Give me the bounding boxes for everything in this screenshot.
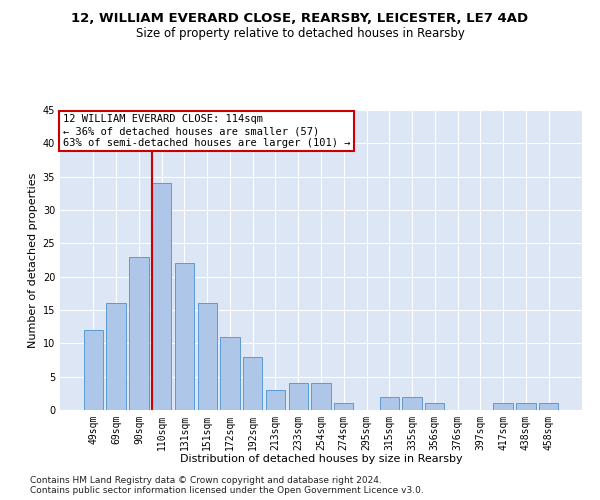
Bar [197, 304, 217, 410]
Bar [380, 396, 399, 410]
Bar [311, 384, 331, 410]
X-axis label: Distribution of detached houses by size in Rearsby: Distribution of detached houses by size … [179, 454, 463, 464]
Bar [129, 256, 149, 410]
Bar [266, 390, 285, 410]
Bar [334, 404, 353, 410]
Text: 12, WILLIAM EVERARD CLOSE, REARSBY, LEICESTER, LE7 4AD: 12, WILLIAM EVERARD CLOSE, REARSBY, LEIC… [71, 12, 529, 26]
Bar [539, 404, 558, 410]
Text: Contains public sector information licensed under the Open Government Licence v3: Contains public sector information licen… [30, 486, 424, 495]
Bar [289, 384, 308, 410]
Bar [152, 184, 172, 410]
Bar [425, 404, 445, 410]
Bar [106, 304, 126, 410]
Bar [175, 264, 194, 410]
Bar [243, 356, 262, 410]
Bar [403, 396, 422, 410]
Bar [220, 336, 239, 410]
Bar [84, 330, 103, 410]
Text: Size of property relative to detached houses in Rearsby: Size of property relative to detached ho… [136, 28, 464, 40]
Bar [493, 404, 513, 410]
Bar [516, 404, 536, 410]
Text: 12 WILLIAM EVERARD CLOSE: 114sqm
← 36% of detached houses are smaller (57)
63% o: 12 WILLIAM EVERARD CLOSE: 114sqm ← 36% o… [62, 114, 350, 148]
Y-axis label: Number of detached properties: Number of detached properties [28, 172, 38, 348]
Text: Contains HM Land Registry data © Crown copyright and database right 2024.: Contains HM Land Registry data © Crown c… [30, 476, 382, 485]
